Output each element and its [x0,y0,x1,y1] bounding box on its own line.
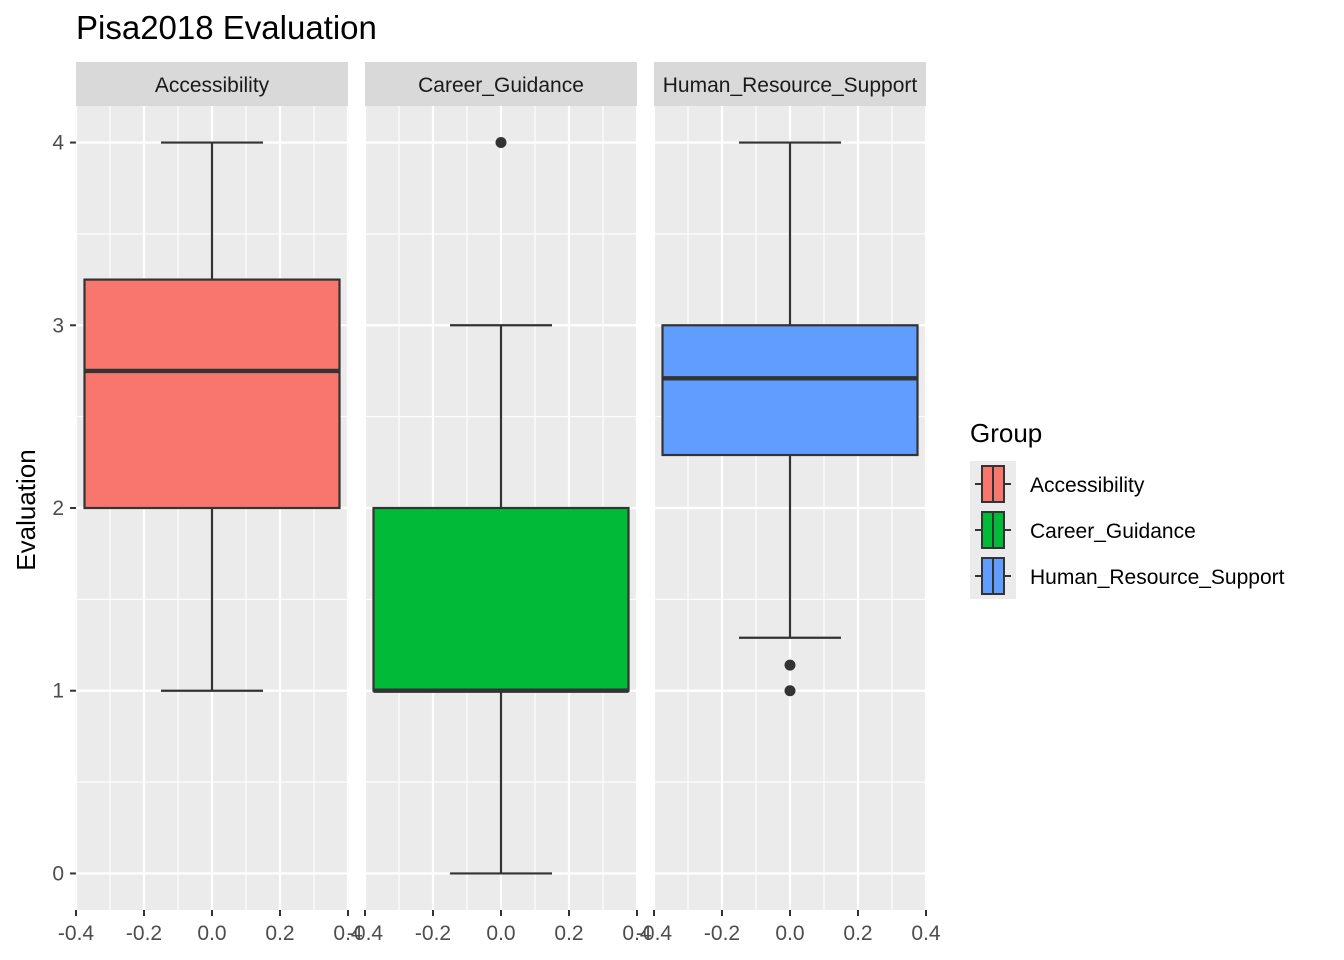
x-tick-label: -0.2 [704,922,740,945]
y-tick-label: 1 [52,680,64,703]
legend-title: Group [970,418,1042,448]
outlier-point [784,685,796,697]
x-tick-label: -0.4 [347,922,384,945]
box [83,278,341,510]
facet-strip [76,62,348,106]
legend-item-2: Career_Guidance [970,507,1196,553]
facet-strip [654,62,926,106]
legend-label: Career_Guidance [1030,520,1196,543]
y-axis: 0 1 2 3 4 [52,132,76,885]
box [372,506,630,692]
facet-strip [365,62,637,106]
x-tick-label: -0.4 [636,922,673,945]
x-tick-label: 0.0 [775,922,804,945]
facet-panel-2: Career_Guidance -0.4 -0.2 0.0 0.2 0.4 [347,62,652,945]
x-tick-label: 0.0 [197,922,226,945]
y-tick-label: 3 [52,314,64,337]
legend-item-3: Human_Resource_Support [970,553,1285,599]
facet-panel-3: Human_Resource_Support -0.4 -0.2 0.0 0.2 0.4 [636,62,941,945]
x-tick-label: 0.4 [333,922,363,945]
facet-strip-label: Career_Guidance [418,74,584,97]
x-tick-label: 0.4 [911,922,941,945]
chart-title: Pisa2018 Evaluation [76,9,377,46]
y-tick-label: 0 [52,862,64,885]
x-tick-label: -0.2 [126,922,162,945]
facet-strip-label: Accessibility [155,74,270,97]
x-tick-label: 0.4 [622,922,652,945]
legend-label: Accessibility [1030,474,1145,497]
x-tick-label: 0.0 [486,922,515,945]
box [661,324,919,457]
legend: Group Accessibility Career_Guidance Human_… [970,418,1285,599]
facet-panel-1: Accessibility -0.4 -0.2 0.0 0.2 0.4 [58,62,363,945]
outlier-point [495,137,507,149]
y-tick-label: 4 [52,132,64,155]
facet-panels: Accessibility-0.4 -0.2 0.0 0.2 0.4Career_Gui… [58,62,941,945]
legend-label: Human_Resource_Support [1030,566,1285,589]
x-tick-label: 0.2 [265,922,294,945]
facet-strip-label: Human_Resource_Support [663,74,918,97]
x-tick-label: 0.2 [554,922,583,945]
x-tick-label: -0.4 [58,922,95,945]
y-tick-label: 2 [52,497,64,520]
y-axis-title: Evaluation [11,449,41,570]
outlier-point [784,659,796,671]
x-tick-label: -0.2 [415,922,451,945]
x-tick-label: 0.2 [843,922,872,945]
legend-item-1: Accessibility [970,461,1145,507]
